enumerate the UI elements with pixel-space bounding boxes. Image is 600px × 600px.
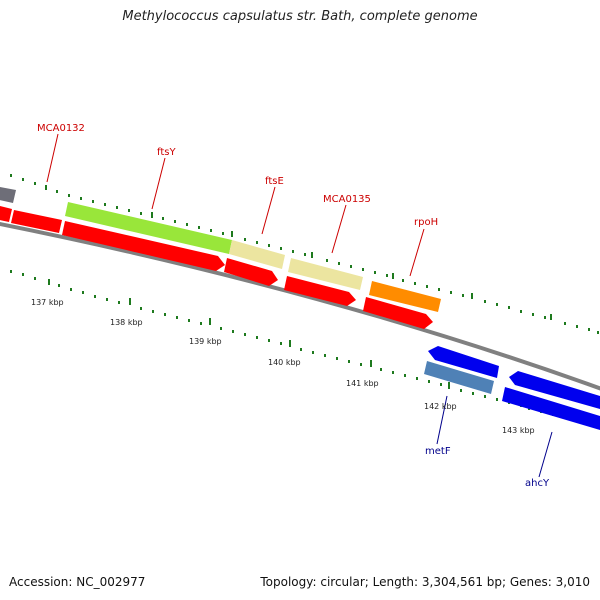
gene-grey-partial[interactable]: [0, 186, 16, 203]
genome-backbone: [0, 221, 600, 391]
gene-metF[interactable]: [424, 361, 494, 394]
scale-label: 142 kbp: [424, 402, 457, 411]
label-ftsE[interactable]: ftsE: [265, 176, 284, 187]
gene-labels: MCA0132 ftsY ftsE MCA0135 rpoH metF ahcY: [37, 123, 550, 489]
scale-label: 141 kbp: [346, 379, 379, 388]
gene-blue-1[interactable]: [428, 346, 499, 378]
label-rpoH[interactable]: rpoH: [414, 217, 438, 228]
gene-MCA0132[interactable]: [0, 206, 12, 222]
label-ftsY[interactable]: ftsY: [157, 147, 176, 158]
scale-label: 138 kbp: [110, 318, 143, 327]
gene-ahcY-1[interactable]: [509, 371, 600, 409]
outer-tick-track: [10, 174, 599, 334]
gene-red-6[interactable]: [363, 297, 433, 329]
topology-label: Topology: circular; Length: 3,304,561 bp…: [260, 575, 590, 589]
scale-labels: 137 kbp 138 kbp 139 kbp 140 kbp 141 kbp …: [31, 298, 535, 435]
gene-ftsY[interactable]: [65, 202, 232, 254]
label-ahcY[interactable]: ahcY: [525, 478, 550, 489]
scale-label: 139 kbp: [189, 337, 222, 346]
gene-red-2[interactable]: [11, 210, 62, 233]
scale-label: 143 kbp: [502, 426, 535, 435]
scale-label: 140 kbp: [268, 358, 301, 367]
map-title: Methylococcus capsulatus str. Bath, comp…: [122, 9, 478, 24]
gene-red-5[interactable]: [284, 276, 356, 306]
scale-label: 137 kbp: [31, 298, 64, 307]
label-metF[interactable]: metF: [425, 446, 451, 457]
gene-red-3[interactable]: [62, 221, 225, 271]
accession-label: Accession: NC_002977: [9, 575, 146, 589]
gene-ahcY-2[interactable]: [502, 387, 600, 430]
gene-MCA0135[interactable]: [288, 258, 363, 290]
leader-lines: [46, 133, 553, 478]
label-MCA0135[interactable]: MCA0135: [323, 194, 371, 205]
gene-ftsE[interactable]: [229, 240, 285, 269]
gene-red-4[interactable]: [224, 258, 278, 286]
gene-rpoH[interactable]: [369, 281, 441, 312]
label-MCA0132[interactable]: MCA0132: [37, 123, 85, 134]
